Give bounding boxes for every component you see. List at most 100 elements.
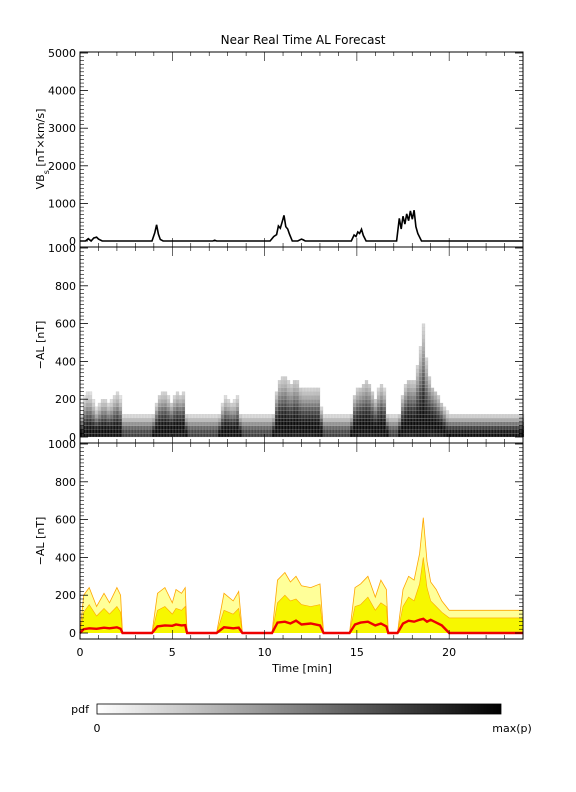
pdf-cell — [376, 399, 381, 404]
pdf-cell — [103, 433, 108, 438]
pdf-cell — [160, 425, 165, 430]
pdf-cell — [304, 410, 309, 415]
pdf-cell — [130, 421, 135, 426]
pdf-cell — [82, 406, 87, 411]
pdf-cell — [112, 410, 117, 415]
pdf-cell — [448, 421, 453, 426]
pdf-cell — [490, 433, 495, 438]
pdf-ytick-label: 800 — [55, 280, 76, 293]
pdf-cell — [424, 410, 429, 415]
pdf-cell — [400, 402, 405, 407]
pdf-cell — [223, 410, 228, 415]
pdf-cell — [115, 425, 120, 430]
pdf-cell — [418, 395, 423, 400]
pdf-cell — [178, 410, 183, 415]
pdf-cell — [457, 425, 462, 430]
pdf-cell — [511, 425, 516, 430]
pdf-cell — [421, 384, 426, 389]
pdf-cell — [502, 433, 507, 438]
pdf-cell — [460, 418, 465, 423]
pdf-cell — [280, 399, 285, 404]
pdf-cell — [457, 414, 462, 419]
pdf-cell — [313, 399, 318, 404]
pdf-cell — [160, 433, 165, 438]
pdf-cell — [280, 429, 285, 434]
pdf-cell — [301, 395, 306, 400]
pdf-cell — [115, 433, 120, 438]
pdf-cell — [421, 357, 426, 362]
pdf-cell — [133, 425, 138, 430]
pdf-cell — [232, 429, 237, 434]
pdf-cell — [292, 410, 297, 415]
pdf-cell — [436, 414, 441, 419]
pdf-cell — [304, 399, 309, 404]
pdf-cell — [424, 361, 429, 366]
pdf-cell — [268, 414, 273, 419]
pdf-cell — [430, 402, 435, 407]
pdf-cell — [424, 421, 429, 426]
pdf-cell — [355, 406, 360, 411]
pdf-cell — [226, 406, 231, 411]
pdf-cell — [514, 418, 519, 423]
pdf-cell — [484, 433, 489, 438]
pdf-cell — [292, 380, 297, 385]
driver-ytick-label: 2000 — [48, 160, 76, 173]
pdf-cell — [127, 418, 132, 423]
pdf-cell — [436, 421, 441, 426]
pdf-cell — [469, 433, 474, 438]
pdf-cell — [358, 429, 363, 434]
pdf-cell — [340, 429, 345, 434]
pdf-cell — [199, 414, 204, 419]
pdf-cell — [436, 429, 441, 434]
pdf-cell — [214, 425, 219, 430]
pdf-cell — [313, 433, 318, 438]
pdf-cell — [382, 410, 387, 415]
pdf-cell — [253, 421, 258, 426]
pdf-cell — [424, 418, 429, 423]
pdf-cell — [496, 425, 501, 430]
pdf-cell — [100, 399, 105, 404]
pdf-cell — [106, 414, 111, 419]
pdf-cell — [502, 429, 507, 434]
pdf-cell — [112, 421, 117, 426]
pdf-cell — [427, 414, 432, 419]
pdf-cell — [430, 387, 435, 392]
pdf-cell — [415, 395, 420, 400]
pdf-cell — [283, 380, 288, 385]
pdf-cell — [316, 406, 321, 411]
pdf-cell — [511, 433, 516, 438]
pdf-cell — [406, 414, 411, 419]
pdf-cell — [259, 421, 264, 426]
pdf-cell — [220, 410, 225, 415]
pdf-cell — [142, 429, 147, 434]
pdf-cell — [508, 429, 513, 434]
pdf-cell — [367, 410, 372, 415]
pdf-cell — [202, 414, 207, 419]
pdf-cell — [187, 418, 192, 423]
pdf-cell — [424, 402, 429, 407]
pdf-cell — [301, 421, 306, 426]
pdf-cell — [331, 429, 336, 434]
pdf-cell — [484, 414, 489, 419]
forecast-panel-ylabel: −AL [nT] — [34, 517, 47, 566]
pdf-cell — [238, 429, 243, 434]
pdf-cell — [475, 433, 480, 438]
pdf-cell — [298, 395, 303, 400]
pdf-cell — [421, 421, 426, 426]
pdf-cell — [430, 391, 435, 396]
pdf-cell — [421, 433, 426, 438]
pdf-cell — [481, 414, 486, 419]
pdf-cell — [412, 421, 417, 426]
pdf-cell — [382, 391, 387, 396]
forecast-ytick-label: 400 — [55, 551, 76, 564]
pdf-cell — [166, 395, 171, 400]
pdf-cell — [352, 429, 357, 434]
pdf-cell — [304, 418, 309, 423]
pdf-cell — [490, 421, 495, 426]
forecast-ytick-label: 1000 — [48, 438, 76, 451]
pdf-cell — [118, 414, 123, 419]
pdf-cell — [160, 402, 165, 407]
pdf-cell — [400, 421, 405, 426]
pdf-cell — [184, 418, 189, 423]
pdf-cell — [376, 433, 381, 438]
